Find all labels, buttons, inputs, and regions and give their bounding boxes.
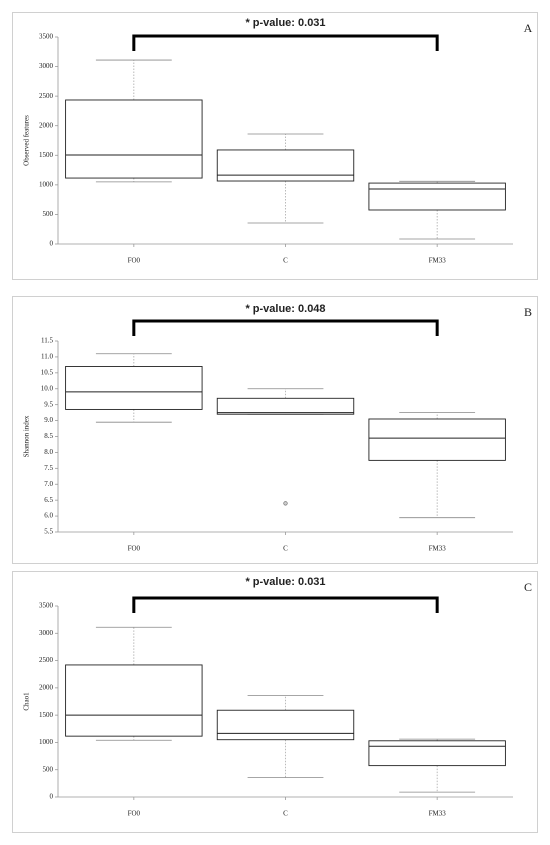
panel-letter: A [524,21,533,35]
y-tick-label: 10.5 [41,368,54,376]
y-tick-label: 9.0 [44,416,53,424]
box [65,99,203,179]
y-tick-label: 3500 [39,602,54,610]
y-tick-label: 3000 [39,62,54,70]
y-tick-label: 9.5 [44,400,53,408]
box [216,149,355,182]
y-tick-label: 11.5 [41,337,53,345]
y-tick-label: 500 [43,210,54,218]
y-tick-label: 0 [50,240,54,248]
chart-title: * p-value: 0.048 [245,303,325,315]
chart-title: * p-value: 0.031 [245,17,325,29]
y-axis-label: Shannon index [23,415,31,457]
y-axis-label: Chao1 [23,692,31,711]
y-tick-label: 2000 [39,121,54,129]
y-tick-label: 5.5 [44,528,53,536]
box [368,740,506,767]
x-tick-label: FO0 [128,545,141,553]
x-tick-label: FM33 [429,810,447,818]
chart-panel: 0 500 1000 1500 2000 2500 3000 3500 Chao1 C * p-va… [12,571,538,833]
y-tick-label: 7.5 [44,464,53,472]
y-tick-label: 1500 [39,711,54,719]
x-tick-label: FO0 [128,257,141,265]
outlier [283,501,288,506]
significance-bracket [132,596,439,613]
box [368,182,506,211]
x-tick-label: FO0 [128,810,141,818]
box [216,709,355,741]
box [368,418,506,461]
y-tick-label: 1000 [39,738,54,746]
y-tick-label: 7.0 [44,480,53,488]
y-tick-label: 8.0 [44,448,53,456]
chart-panel: 5.5 6.0 6.5 7.0 7.5 8.0 8.5 9.0 9.5 10.0 10.5 11.0 1… [12,296,538,564]
box [65,664,203,737]
box [65,366,203,410]
y-tick-label: 6.0 [44,512,53,520]
y-tick-label: 2000 [39,683,54,691]
y-tick-label: 8.5 [44,432,53,440]
y-tick-label: 1500 [39,151,54,159]
chart-title: * p-value: 0.031 [245,576,325,588]
x-tick-label: C [283,810,288,818]
box [216,397,355,415]
x-tick-label: FM33 [429,257,447,265]
y-tick-label: 0 [50,793,54,801]
panel-letter: B [524,305,532,319]
x-tick-label: C [283,257,288,265]
y-tick-label: 3000 [39,629,54,637]
y-tick-label: 6.5 [44,496,53,504]
panel-letter: C [524,580,532,594]
y-tick-label: 2500 [39,656,54,664]
significance-bracket [132,319,439,336]
y-axis-label: Observed features [23,115,31,166]
x-tick-label: FM33 [429,545,447,553]
y-tick-label: 3500 [39,33,54,41]
y-tick-label: 11.0 [41,353,53,361]
y-tick-label: 500 [43,765,54,773]
y-tick-label: 2500 [39,92,54,100]
significance-bracket [132,34,439,51]
x-tick-label: C [283,545,288,553]
y-tick-label: 1000 [39,180,54,188]
chart-panel: 0 500 1000 1500 2000 2500 3000 3500 Observed fea… [12,12,538,280]
y-tick-label: 10.0 [41,384,54,392]
